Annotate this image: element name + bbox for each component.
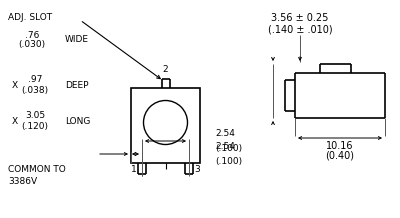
Text: (0.40): (0.40) (326, 151, 354, 161)
Text: 2: 2 (163, 65, 168, 74)
Text: 3386V: 3386V (8, 177, 37, 186)
Text: X: X (12, 118, 18, 126)
Text: (.100): (.100) (215, 144, 242, 153)
Text: 1: 1 (131, 165, 137, 174)
Text: DEEP: DEEP (65, 80, 88, 90)
Text: (.100): (.100) (215, 157, 242, 166)
Text: .97: .97 (28, 75, 42, 85)
Text: 2.54: 2.54 (215, 142, 235, 151)
Text: (.120): (.120) (22, 121, 48, 131)
Text: 2.54: 2.54 (215, 129, 235, 138)
Text: ADJ. SLOT: ADJ. SLOT (8, 14, 52, 22)
Text: (.140 ± .010): (.140 ± .010) (268, 24, 332, 34)
Text: (.038): (.038) (22, 85, 48, 94)
Text: 3.05: 3.05 (25, 111, 45, 121)
Text: COMMON TO: COMMON TO (8, 165, 66, 174)
Text: 10.16: 10.16 (326, 141, 354, 151)
Text: (.030): (.030) (18, 41, 46, 49)
Text: 3.56 ± 0.25: 3.56 ± 0.25 (271, 13, 329, 23)
Text: WIDE: WIDE (65, 36, 89, 44)
Text: 3: 3 (194, 165, 200, 174)
Text: .76: .76 (25, 31, 39, 39)
Circle shape (144, 100, 188, 145)
Bar (131, 88, 200, 163)
Text: X: X (12, 82, 18, 90)
Text: LONG: LONG (65, 116, 90, 126)
